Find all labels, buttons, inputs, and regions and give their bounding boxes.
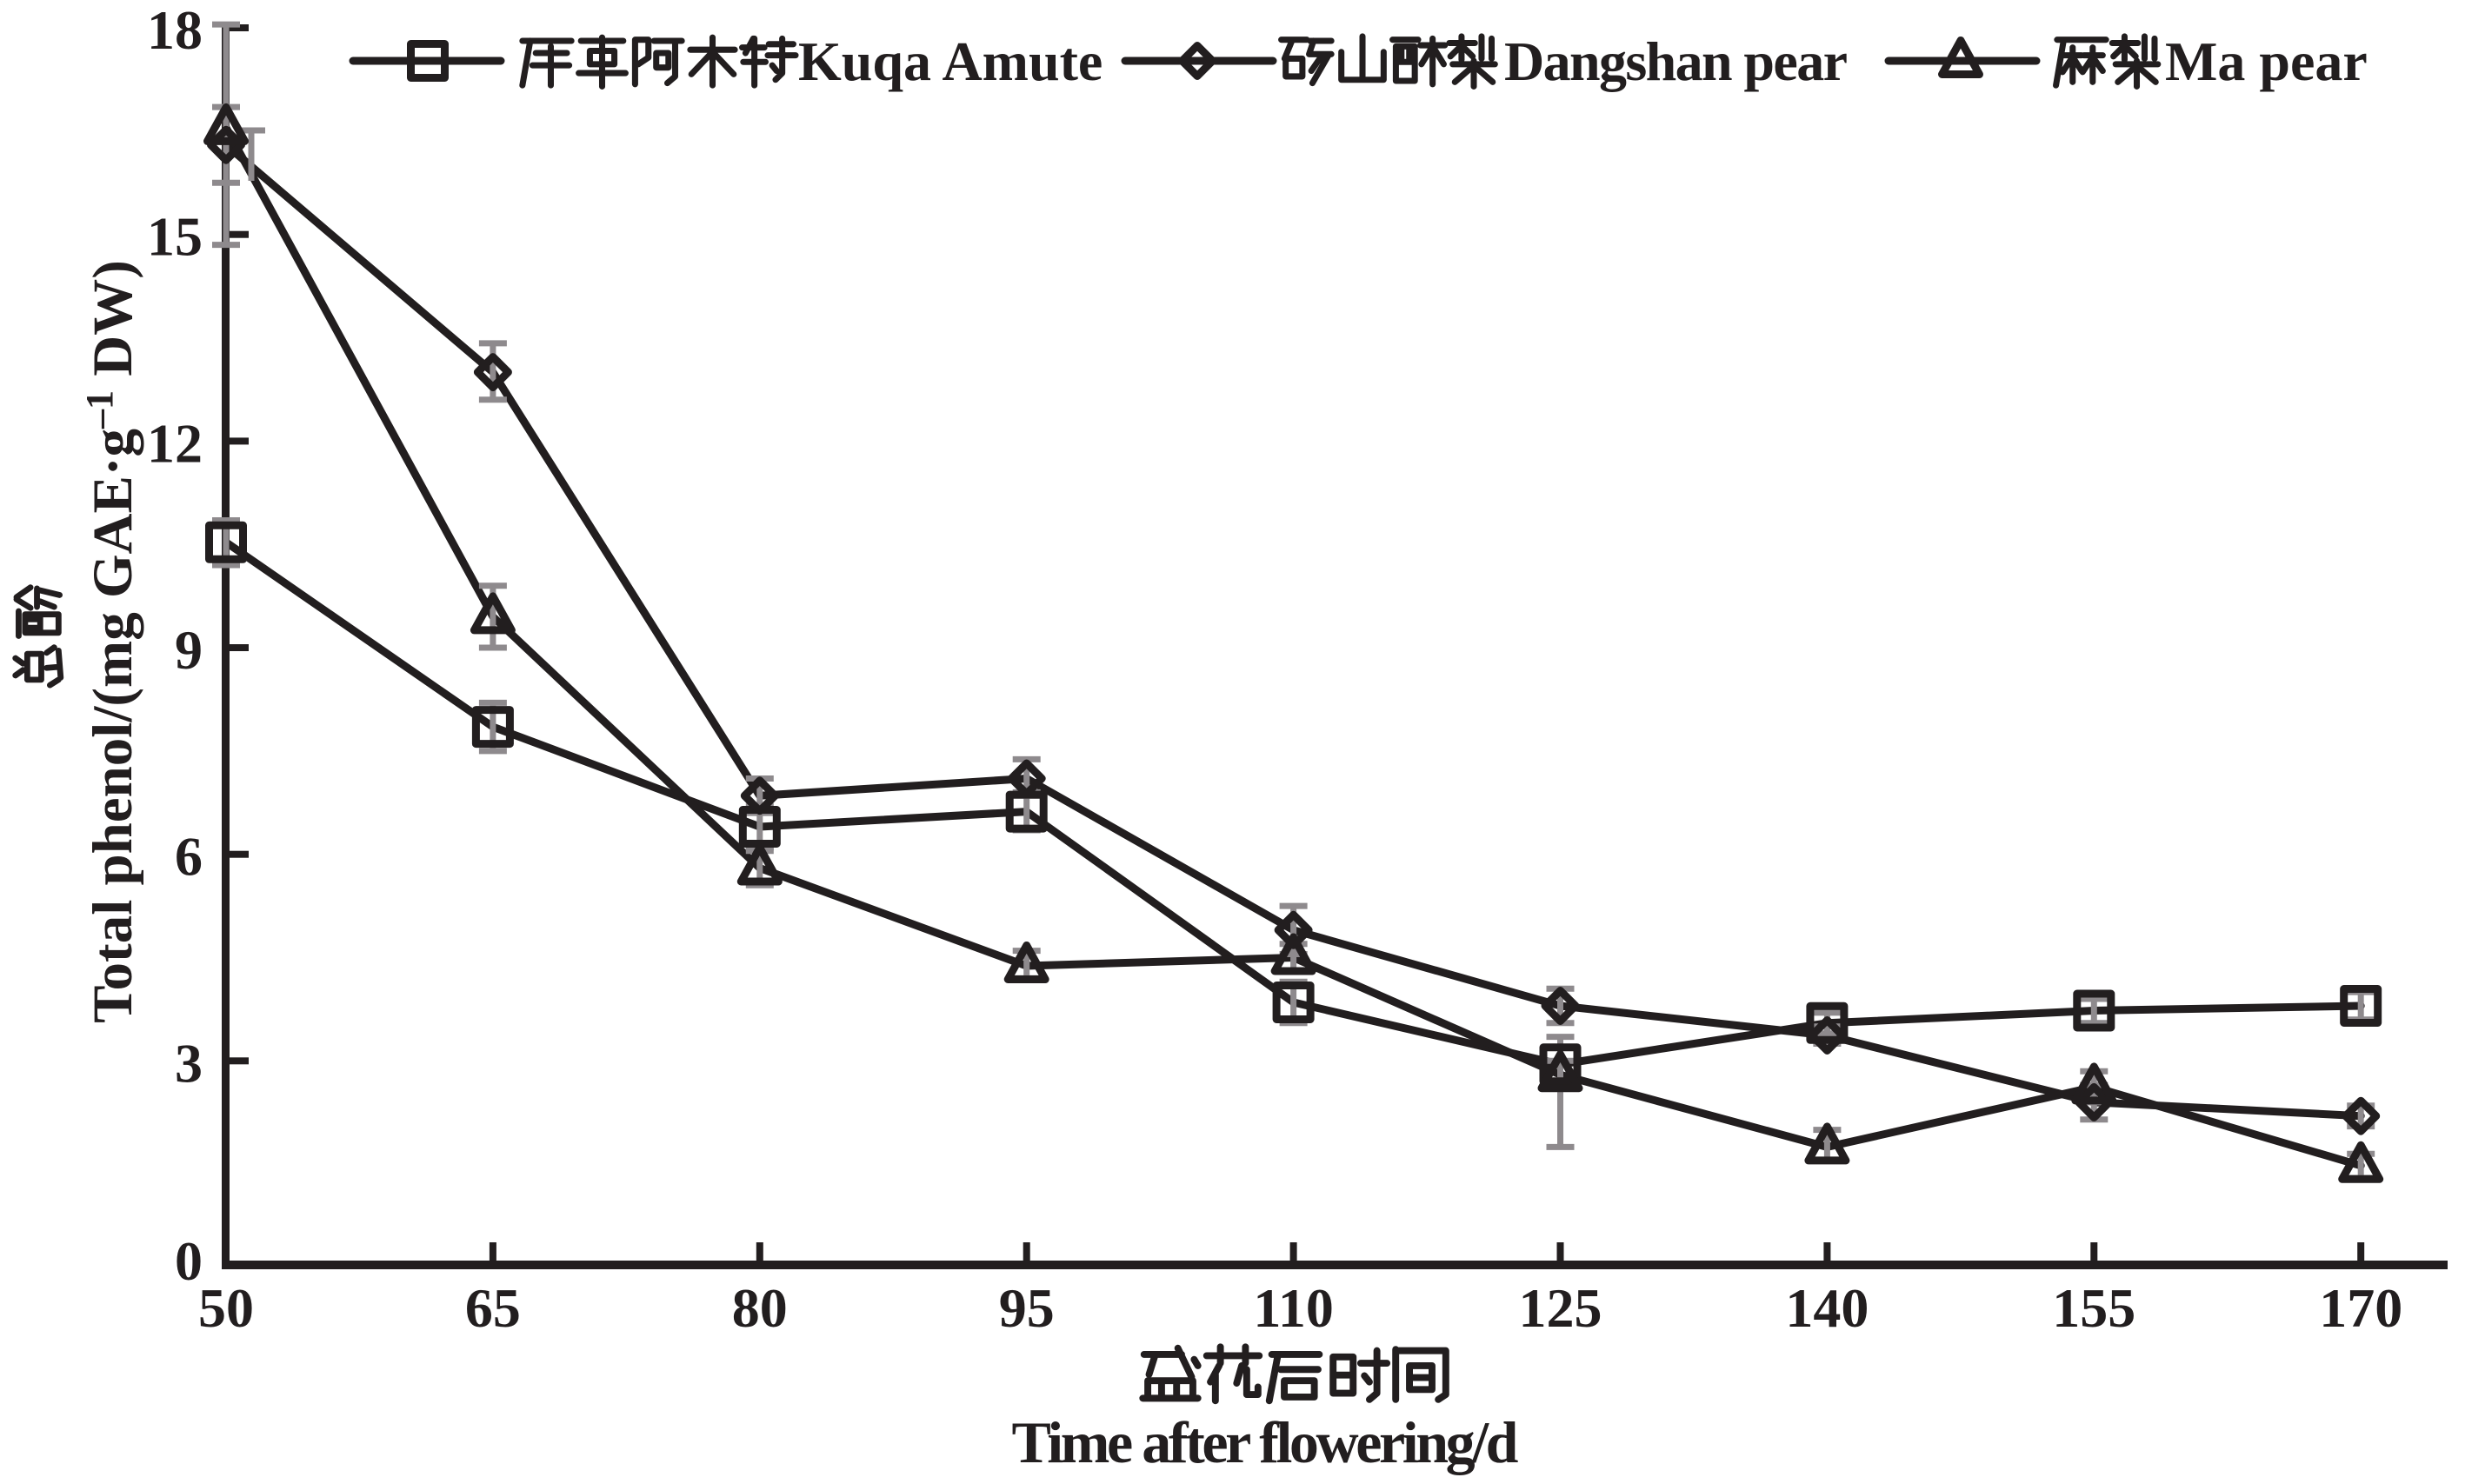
svg-text:125: 125	[1519, 1277, 1602, 1339]
svg-text:12: 12	[147, 412, 203, 474]
svg-text:80: 80	[732, 1277, 788, 1339]
svg-text:Total phenol/(mg GAE·g–1 DW): Total phenol/(mg GAE·g–1 DW)	[78, 260, 144, 1023]
svg-text:110: 110	[1253, 1277, 1333, 1339]
svg-text:6: 6	[175, 826, 203, 888]
svg-text:18: 18	[147, 0, 203, 61]
svg-text:170: 170	[2319, 1277, 2402, 1339]
svg-text:Kuqa Amute: Kuqa Amute	[798, 30, 1103, 92]
svg-text:0: 0	[175, 1230, 203, 1292]
svg-text:15: 15	[147, 206, 203, 268]
svg-text:95: 95	[999, 1277, 1055, 1339]
svg-text:3: 3	[175, 1032, 203, 1094]
svg-text:9: 9	[175, 619, 203, 681]
svg-text:140: 140	[1785, 1277, 1869, 1339]
svg-text:Dangshan pear: Dangshan pear	[1504, 30, 1848, 92]
svg-text:Ma pear: Ma pear	[2165, 30, 2368, 92]
svg-text:65: 65	[465, 1277, 521, 1339]
svg-text:50: 50	[198, 1277, 254, 1339]
svg-text:Time after flowering/d: Time after flowering/d	[1012, 1409, 1519, 1475]
svg-text:155: 155	[2052, 1277, 2135, 1339]
